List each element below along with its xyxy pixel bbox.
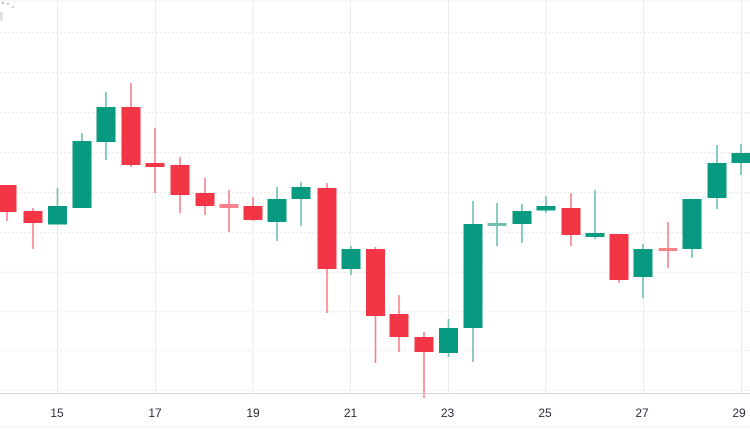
candle-down bbox=[366, 247, 385, 363]
candle-body bbox=[195, 193, 215, 206]
candle-body bbox=[366, 249, 385, 316]
candle-body bbox=[317, 188, 337, 269]
candle-body bbox=[633, 249, 653, 277]
candle-down bbox=[243, 197, 263, 221]
candle-up bbox=[96, 92, 116, 160]
candle-body bbox=[463, 224, 483, 328]
candle-down bbox=[609, 234, 629, 283]
candle-body bbox=[487, 223, 507, 226]
candle-down bbox=[23, 208, 43, 249]
candle-body bbox=[23, 211, 43, 223]
candle-down bbox=[389, 295, 409, 352]
candle-up bbox=[267, 187, 287, 241]
candle-up bbox=[707, 145, 727, 209]
time-axis-label: 27 bbox=[635, 406, 649, 420]
candle-body bbox=[72, 141, 92, 208]
candle-up bbox=[48, 188, 67, 225]
candle-down bbox=[658, 222, 678, 268]
candle-up bbox=[487, 203, 507, 246]
ui-artifact-dot bbox=[12, 6, 14, 8]
candle-body bbox=[512, 211, 532, 224]
candle-up bbox=[536, 196, 556, 213]
time-axis-label: 21 bbox=[344, 406, 358, 420]
candle-body bbox=[243, 206, 263, 220]
candle-up bbox=[463, 201, 483, 362]
ui-artifact-left-tab bbox=[0, 12, 3, 21]
ui-artifact-top-strip bbox=[0, 0, 750, 2]
candle-body bbox=[585, 233, 605, 237]
candle-body bbox=[341, 249, 361, 269]
candle-body bbox=[536, 206, 556, 211]
candle-up bbox=[439, 319, 458, 357]
candle-down bbox=[219, 190, 239, 232]
candle-body bbox=[48, 206, 67, 225]
time-axis-label: 17 bbox=[148, 406, 162, 420]
candle-up bbox=[731, 144, 750, 175]
candle-body bbox=[439, 328, 458, 353]
candle-up bbox=[633, 244, 653, 298]
candle-down bbox=[317, 183, 337, 313]
time-axis-label: 25 bbox=[538, 406, 552, 420]
candle-body bbox=[731, 153, 750, 163]
candle-body bbox=[170, 165, 190, 195]
candle-body bbox=[291, 187, 311, 199]
candle-down bbox=[414, 332, 434, 398]
candle-down bbox=[145, 128, 165, 193]
candle-down bbox=[195, 178, 215, 215]
candle-body bbox=[414, 337, 434, 352]
candle-body bbox=[121, 107, 141, 165]
candle-up bbox=[291, 182, 311, 226]
candle-up bbox=[512, 204, 532, 243]
candle-body bbox=[389, 314, 409, 337]
candle-body bbox=[609, 234, 629, 280]
ui-artifact-dot bbox=[7, 3, 9, 5]
time-axis-label: 19 bbox=[246, 406, 260, 420]
candle-up bbox=[682, 199, 702, 258]
time-axis-label: 15 bbox=[50, 406, 64, 420]
candle-down bbox=[121, 83, 141, 167]
candle-down bbox=[561, 193, 581, 246]
time-axis-label: 29 bbox=[732, 406, 746, 420]
candle-body bbox=[658, 248, 678, 251]
candle-body bbox=[561, 208, 581, 235]
candle-body bbox=[96, 107, 116, 142]
candle-body bbox=[0, 185, 17, 212]
ui-artifact-dot bbox=[2, 2, 4, 4]
candle-up bbox=[341, 246, 361, 275]
candle-body bbox=[267, 199, 287, 222]
candle-down bbox=[170, 157, 190, 213]
time-axis-label: 23 bbox=[441, 406, 455, 420]
candle-up bbox=[585, 190, 605, 239]
candle-down bbox=[0, 185, 17, 221]
candle-body bbox=[707, 163, 727, 198]
candle-body bbox=[219, 204, 239, 208]
candle-body bbox=[145, 163, 165, 167]
candle-body bbox=[682, 199, 702, 249]
candle-up bbox=[72, 133, 92, 208]
